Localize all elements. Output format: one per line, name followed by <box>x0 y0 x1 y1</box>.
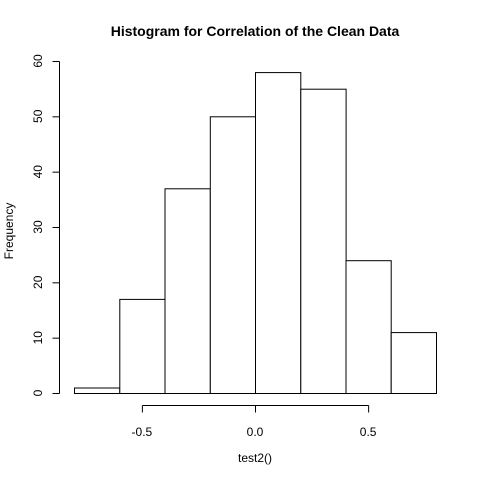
histogram-bar <box>256 73 301 394</box>
y-tick-label: 20 <box>31 275 45 289</box>
y-tick-label: 50 <box>31 109 45 123</box>
histogram-bar <box>391 333 436 394</box>
histogram-bar <box>346 261 391 394</box>
histogram-bar <box>120 299 165 393</box>
x-tick-label: -0.5 <box>132 425 153 439</box>
y-tick-label: 10 <box>31 331 45 345</box>
histogram-bar <box>301 89 346 393</box>
chart-title: Histogram for Correlation of the Clean D… <box>111 23 400 39</box>
x-tick-label: 0.5 <box>360 425 377 439</box>
y-tick-label: 40 <box>31 165 45 179</box>
histogram-bar <box>165 189 210 394</box>
histogram-bar <box>210 117 255 394</box>
y-tick-label: 30 <box>31 220 45 234</box>
x-axis-label: test2() <box>238 451 272 465</box>
y-axis-label: Frequency <box>2 203 16 260</box>
histogram-bar <box>75 388 120 394</box>
y-tick-label: 60 <box>31 54 45 68</box>
x-tick-label: 0.0 <box>247 425 264 439</box>
y-tick-label: 0 <box>31 389 45 396</box>
bars-layer <box>75 73 437 394</box>
